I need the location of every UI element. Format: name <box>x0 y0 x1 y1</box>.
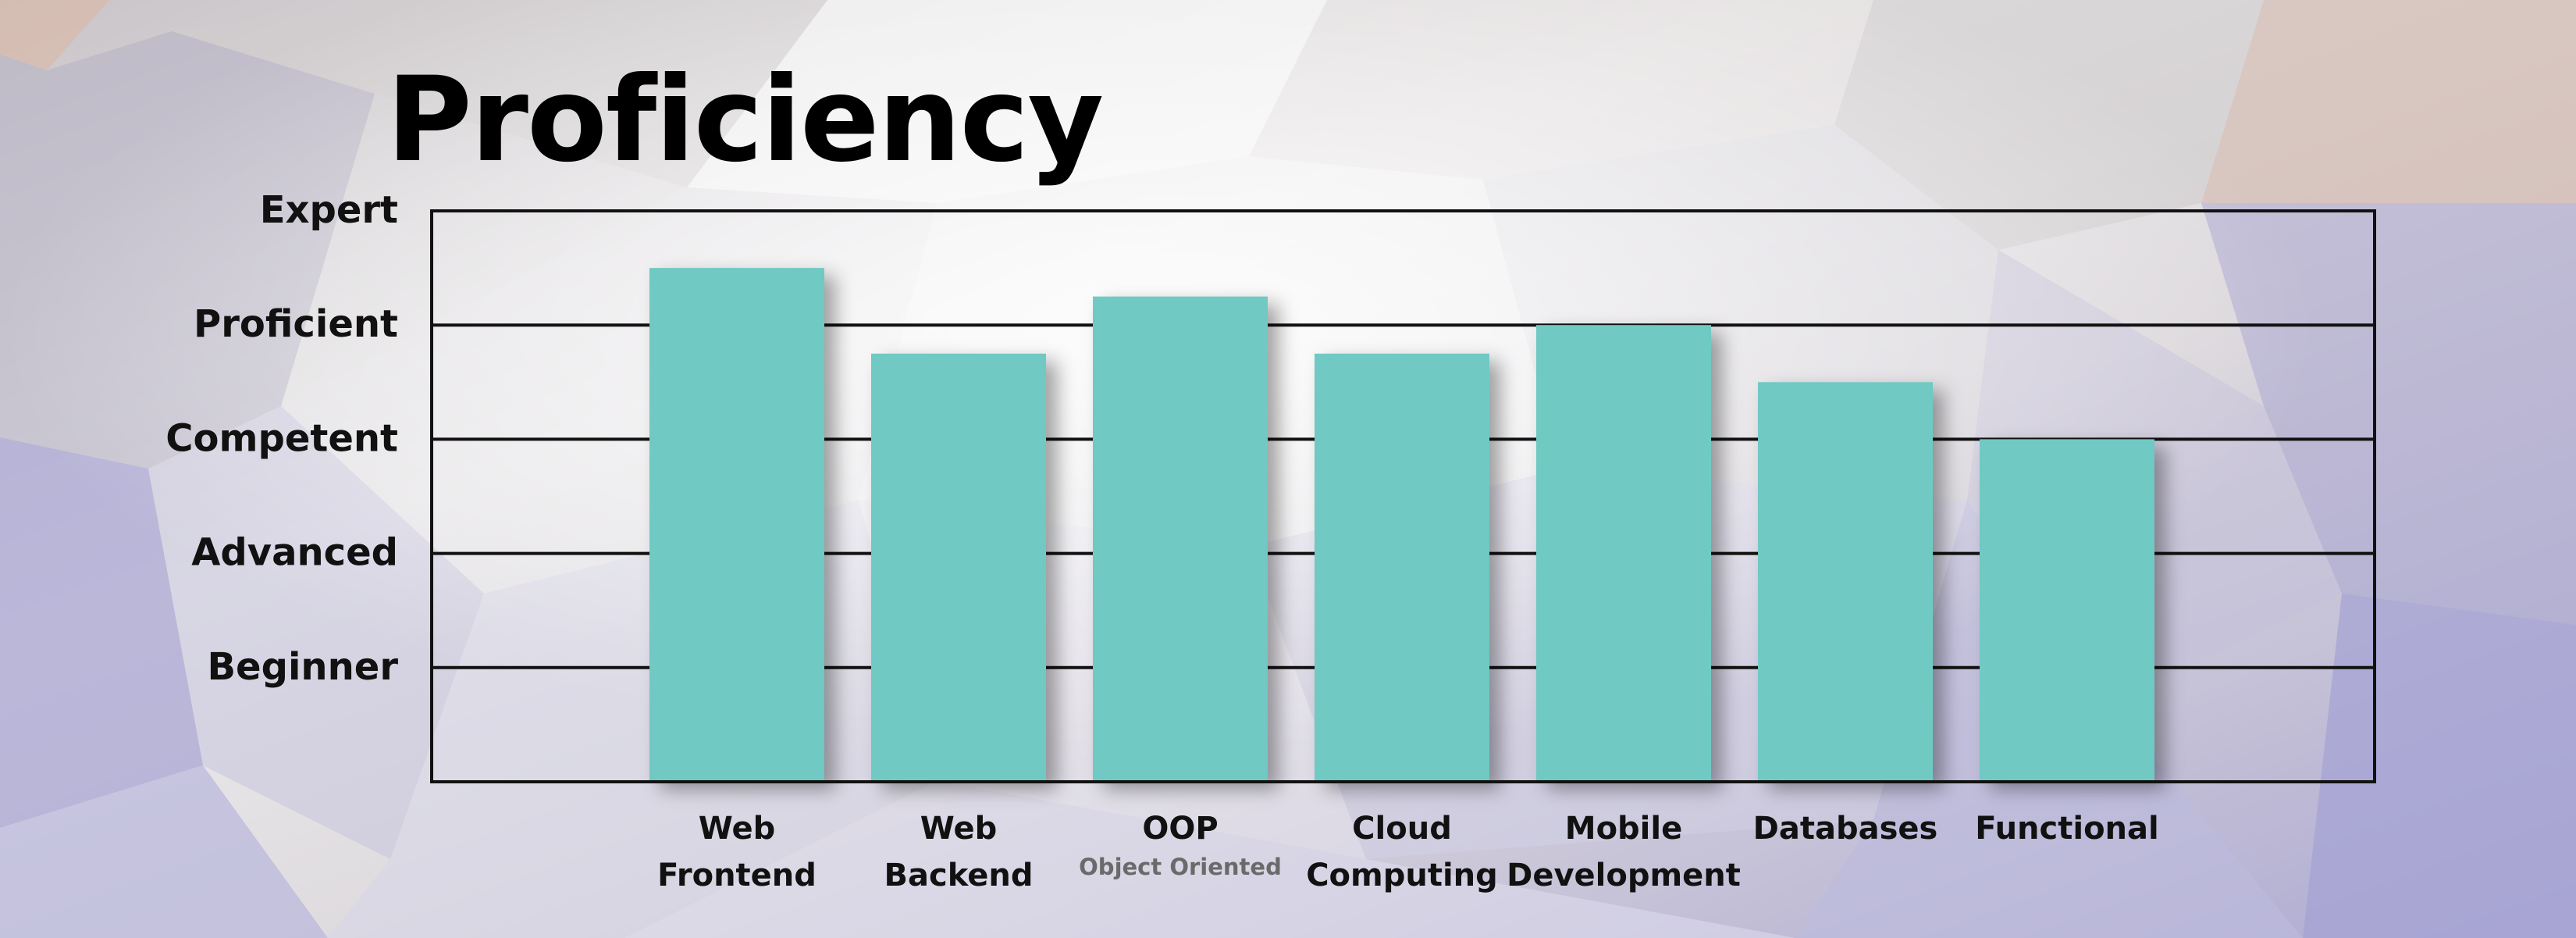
x-tick-label: Functional <box>1975 811 2159 847</box>
y-tick-label: Beginner <box>207 645 398 689</box>
bar <box>1758 382 1933 782</box>
x-tick-label: Computing <box>1306 858 1498 893</box>
bar <box>649 268 824 783</box>
x-tick-label: Cloud <box>1352 811 1452 847</box>
bar <box>1093 296 1268 782</box>
bar <box>871 353 1046 782</box>
bars <box>649 268 2154 783</box>
y-tick-label: Expert <box>260 188 398 232</box>
x-tick-label: OOP <box>1142 811 1218 847</box>
y-tick-label: Advanced <box>191 531 398 575</box>
x-tick-label: Web <box>699 811 775 847</box>
bar <box>1536 325 1711 782</box>
x-tick-label: Frontend <box>657 858 817 893</box>
x-tick-label: Backend <box>884 858 1034 893</box>
plot-frame <box>430 209 2376 783</box>
y-tick-label: Proficient <box>194 302 398 346</box>
bar <box>1315 353 1489 782</box>
x-tick-sublabel: Object Oriented <box>1079 854 1282 880</box>
x-tick-label: Databases <box>1753 811 1938 847</box>
x-tick-label: Web <box>920 811 997 847</box>
x-tick-label: Mobile <box>1565 811 1682 847</box>
y-tick-label: Competent <box>165 416 398 460</box>
chart-title: Proficiency <box>386 52 1102 188</box>
x-axis-labels: Web Frontend Web Backend OOP Object Oriented C… <box>657 811 2159 893</box>
plot-border <box>430 209 2376 783</box>
x-tick-label: Development <box>1507 858 1741 893</box>
bar <box>1980 439 2154 782</box>
y-axis-labels: Beginner Advanced Competent Proficient Exper… <box>165 188 398 689</box>
